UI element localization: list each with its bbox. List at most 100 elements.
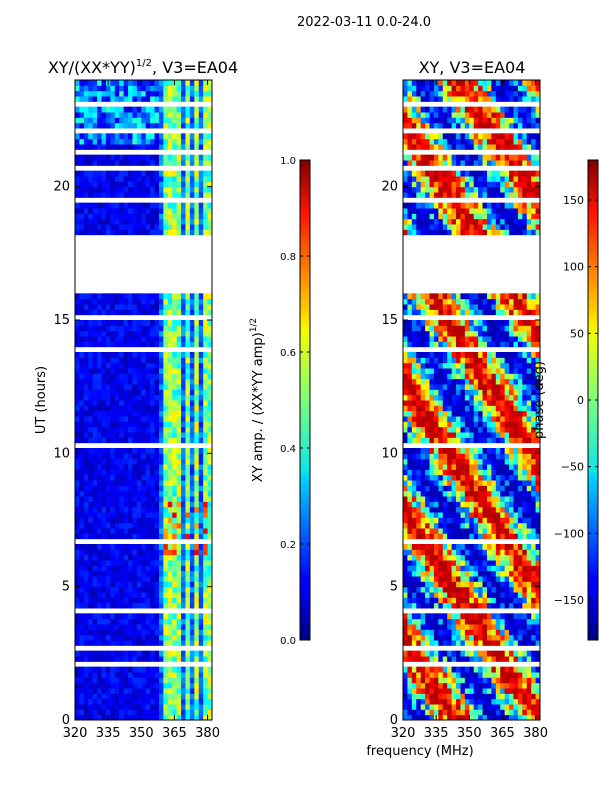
heatmap-cell <box>79 309 85 316</box>
heatmap-cell <box>123 389 129 396</box>
heatmap-cell <box>460 656 466 662</box>
heatmap-cell <box>500 560 506 566</box>
heatmap-cell <box>203 410 209 417</box>
heatmap-cell <box>491 602 497 609</box>
heatmap-cell <box>75 709 80 716</box>
heatmap-cell <box>145 405 151 412</box>
heatmap-cell <box>185 437 191 444</box>
heatmap-cell <box>407 602 413 609</box>
heatmap-cell <box>500 688 506 694</box>
heatmap-cell <box>167 213 173 220</box>
heatmap-cell <box>114 138 120 145</box>
heatmap-cell <box>97 389 103 396</box>
heatmap-cell <box>411 490 417 497</box>
heatmap-cell <box>176 80 182 86</box>
heatmap-cell <box>451 709 457 716</box>
heatmap-cell <box>176 656 182 662</box>
heatmap-cell <box>172 208 178 214</box>
heatmap-cell <box>150 421 156 428</box>
heatmap-cell <box>181 330 186 337</box>
heatmap-cell <box>535 410 541 417</box>
heatmap-cell <box>451 597 457 604</box>
heatmap-cell <box>101 389 107 396</box>
heatmap-cell <box>403 672 408 678</box>
heatmap-cell <box>141 650 147 657</box>
heatmap-cell <box>167 528 173 534</box>
heatmap-cell <box>75 485 80 492</box>
heatmap-cell <box>83 602 89 609</box>
heatmap-cell <box>172 597 178 604</box>
heatmap-cell <box>456 549 461 556</box>
heatmap-cell <box>491 506 497 513</box>
heatmap-cell <box>522 512 528 518</box>
heatmap-cell <box>473 528 479 534</box>
heatmap-cell <box>145 469 151 476</box>
heatmap-cell <box>531 586 537 593</box>
heatmap-cell <box>478 474 484 481</box>
heatmap-cell <box>411 629 417 636</box>
heatmap-cell <box>438 448 444 454</box>
heatmap-cell <box>522 656 528 662</box>
heatmap-cell <box>97 218 103 225</box>
heatmap-cell <box>420 640 426 646</box>
heatmap-cell <box>456 698 461 705</box>
heatmap-cell <box>83 464 89 470</box>
heatmap-cell <box>425 384 431 390</box>
heatmap-cell <box>203 458 209 465</box>
heatmap-cell <box>83 512 89 518</box>
heatmap-cell <box>79 192 85 198</box>
heatmap-cell <box>407 533 413 540</box>
heatmap-cell <box>429 469 435 476</box>
heatmap-cell <box>535 368 541 374</box>
heatmap-cell <box>101 208 107 214</box>
heatmap-cell <box>203 186 209 193</box>
heatmap-cell <box>132 416 138 422</box>
heatmap-cell <box>478 496 484 502</box>
heatmap-cell <box>75 490 80 497</box>
heatmap-cell <box>101 464 107 470</box>
heatmap-cell <box>114 368 120 374</box>
heatmap-cell <box>185 229 191 236</box>
heatmap-cell <box>154 666 160 673</box>
heatmap-cell <box>420 533 426 540</box>
heatmap-cell <box>464 704 470 710</box>
heatmap-cell <box>531 384 537 390</box>
heatmap-cell <box>110 458 116 465</box>
heatmap-cell <box>407 496 413 502</box>
heatmap-cell <box>203 549 209 556</box>
heatmap-cell <box>447 522 453 529</box>
heatmap-cell <box>101 400 107 406</box>
heatmap-cell <box>145 714 151 721</box>
heatmap-cell <box>92 682 98 689</box>
heatmap-cell <box>141 714 147 721</box>
heatmap-cell <box>154 378 160 385</box>
heatmap-cell <box>207 213 213 220</box>
heatmap-cell <box>128 373 133 380</box>
heatmap-cell <box>451 405 457 412</box>
heatmap-cell <box>154 144 160 150</box>
heatmap-cell <box>403 458 408 465</box>
heatmap-cell <box>158 496 164 502</box>
heatmap-cell <box>198 506 204 513</box>
heatmap-cell <box>101 549 107 556</box>
heatmap-cell <box>119 448 125 454</box>
heatmap-cell <box>482 698 488 705</box>
heatmap-cell <box>407 549 413 556</box>
heatmap-cell <box>163 666 169 673</box>
heatmap-cell <box>128 437 133 444</box>
heatmap-cell <box>114 469 120 476</box>
heatmap-cell <box>203 704 209 710</box>
heatmap-cell <box>513 592 519 598</box>
heatmap-cell <box>79 400 85 406</box>
heatmap-cell <box>123 586 129 593</box>
heatmap-cell <box>123 704 129 710</box>
heatmap-cell <box>185 693 191 700</box>
heatmap-cell <box>172 160 178 166</box>
heatmap-cell <box>154 560 160 566</box>
heatmap-cell <box>194 469 200 476</box>
heatmap-cell <box>526 437 532 444</box>
heatmap-cell <box>526 688 532 694</box>
heatmap-cell <box>145 592 151 598</box>
heatmap-cell <box>176 325 182 332</box>
heatmap-cell <box>172 378 178 385</box>
